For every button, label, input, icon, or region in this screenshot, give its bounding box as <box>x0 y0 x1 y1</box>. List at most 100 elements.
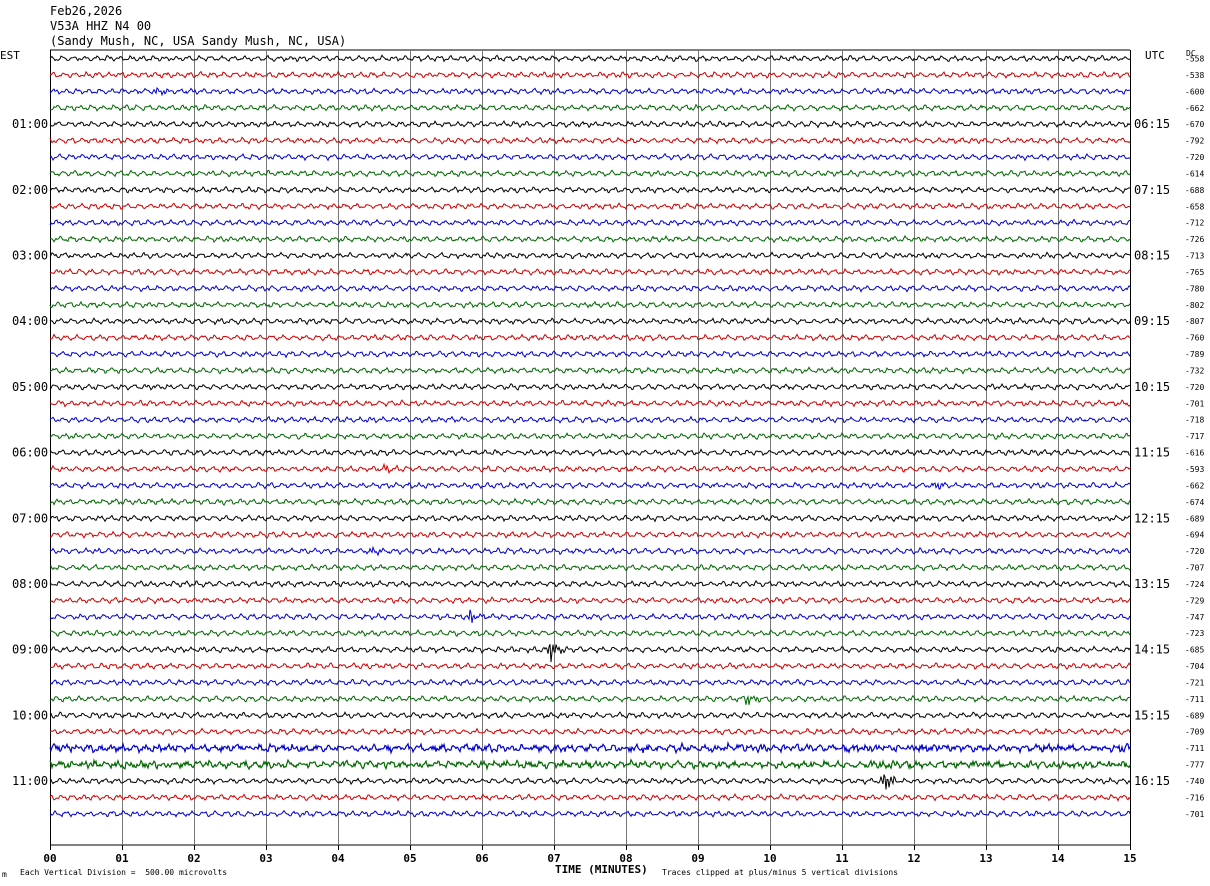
trace-line <box>49 316 1131 326</box>
dc-offset-value: -740 <box>1185 777 1204 786</box>
dc-offset-value: -780 <box>1185 284 1204 293</box>
dc-offset-value: -765 <box>1185 268 1204 277</box>
x-tick-label: 01 <box>115 852 129 865</box>
right-hour-label: 12:15 <box>1134 511 1170 525</box>
x-tick-label: 03 <box>259 852 272 865</box>
station-id: V53A HHZ N4 00 <box>50 19 152 33</box>
dc-offset-value: -711 <box>1185 744 1204 753</box>
x-axis-title: TIME (MINUTES) <box>555 863 648 876</box>
x-tick-label: 14 <box>1051 852 1065 865</box>
x-tick-label: 08 <box>619 852 632 865</box>
trace-line <box>49 694 1131 705</box>
left-hour-label: 05:00 <box>12 380 48 394</box>
trace-line <box>49 185 1131 194</box>
left-hour-label: 07:00 <box>12 511 48 525</box>
trace-line <box>49 545 1131 557</box>
trace-line <box>49 169 1131 178</box>
dc-offset-value: -723 <box>1185 629 1204 638</box>
trace-line <box>49 415 1131 424</box>
left-hour-label: 10:00 <box>12 708 48 722</box>
trace-line <box>49 774 1131 790</box>
dc-offset-value: -726 <box>1185 235 1204 244</box>
right-hour-label: 15:15 <box>1134 708 1170 722</box>
dc-offset-value: -777 <box>1185 761 1204 770</box>
trace-line <box>49 809 1131 818</box>
plot-date: Feb26,2026 <box>50 4 123 18</box>
left-hour-label: 01:00 <box>12 117 48 131</box>
dc-offset-value: -721 <box>1185 678 1204 687</box>
trace-line <box>49 267 1131 277</box>
station-location: (Sandy Mush, NC, USA Sandy Mush, NC, USA… <box>50 34 347 48</box>
trace-line <box>49 596 1131 605</box>
trace-line <box>49 727 1131 736</box>
trace-line <box>49 70 1131 80</box>
right-hour-label: 11:15 <box>1134 446 1170 460</box>
dc-offset-value: -685 <box>1185 646 1204 655</box>
dc-offset-value: -670 <box>1185 120 1204 129</box>
trace-line <box>49 234 1131 244</box>
dc-offset-value: -747 <box>1185 613 1204 622</box>
dc-offset-value: -558 <box>1185 55 1204 64</box>
dc-offset-value: -724 <box>1185 580 1204 589</box>
x-tick-label: 12 <box>907 852 920 865</box>
dc-offset-value: -614 <box>1185 169 1204 178</box>
trace-line <box>49 678 1131 687</box>
trace-line <box>49 103 1131 112</box>
dc-offset-value: -600 <box>1185 87 1204 96</box>
dc-offset-value: -662 <box>1185 104 1204 113</box>
trace-line <box>49 563 1131 572</box>
right-hour-label: 09:15 <box>1134 314 1170 328</box>
left-hour-label: 08:00 <box>12 577 48 591</box>
right-hour-label: 16:15 <box>1134 774 1170 788</box>
left-hour-label: 06:00 <box>12 446 48 460</box>
x-tick-label: 10 <box>763 852 776 865</box>
dc-offset-value: -802 <box>1185 301 1204 310</box>
dc-offset-value: -732 <box>1185 366 1204 375</box>
dc-offset-value: -713 <box>1185 252 1204 261</box>
trace-line <box>49 152 1131 162</box>
trace-line <box>49 300 1131 309</box>
x-tick-label: 13 <box>979 852 992 865</box>
grid-lines <box>50 49 1131 850</box>
trace-line <box>49 251 1131 260</box>
left-hour-label: 03:00 <box>12 249 48 263</box>
dc-offset-value: -707 <box>1185 564 1204 573</box>
dc-label: DC <box>1186 49 1196 58</box>
trace-line <box>49 382 1131 391</box>
dc-offset-value: -616 <box>1185 449 1204 458</box>
dc-offset-value: -716 <box>1185 793 1204 802</box>
trace-line <box>49 497 1131 506</box>
dc-offset-value: -712 <box>1185 219 1204 228</box>
x-tick-label: 15 <box>1123 852 1136 865</box>
dc-offset-value: -593 <box>1185 465 1204 474</box>
trace-line <box>50 711 1131 720</box>
trace-line <box>49 758 1131 771</box>
corner-mark: m <box>2 870 7 879</box>
right-hour-label: 13:15 <box>1134 577 1170 591</box>
x-tick-label: 07 <box>547 852 560 865</box>
dc-offset-value: -701 <box>1185 810 1204 819</box>
dc-offset-value: -760 <box>1185 334 1204 343</box>
trace-line <box>49 481 1131 490</box>
trace-line <box>49 793 1131 802</box>
dc-offset-value: -658 <box>1185 202 1204 211</box>
dc-offset-value: -729 <box>1185 596 1204 605</box>
x-tick-label: 09 <box>691 852 704 865</box>
dc-offset-value: -717 <box>1185 432 1204 441</box>
dc-offset-value: -689 <box>1185 711 1204 720</box>
left-hour-label: 11:00 <box>12 774 48 788</box>
dc-offset-value: -720 <box>1185 153 1204 162</box>
dc-offset-value: -720 <box>1185 383 1204 392</box>
dc-offset-value: -807 <box>1185 317 1204 326</box>
dc-offset-value: -709 <box>1185 728 1204 737</box>
right-hour-label: 10:15 <box>1134 380 1170 394</box>
right-hour-label: 06:15 <box>1134 117 1170 131</box>
right-hour-label: 08:15 <box>1134 249 1170 263</box>
trace-line <box>49 87 1131 97</box>
trace-line <box>49 202 1131 211</box>
dc-offset-value: -711 <box>1185 695 1204 704</box>
x-tick-label: 00 <box>43 852 56 865</box>
trace-line <box>49 218 1131 227</box>
trace-line <box>49 284 1131 293</box>
trace-line <box>49 609 1131 623</box>
